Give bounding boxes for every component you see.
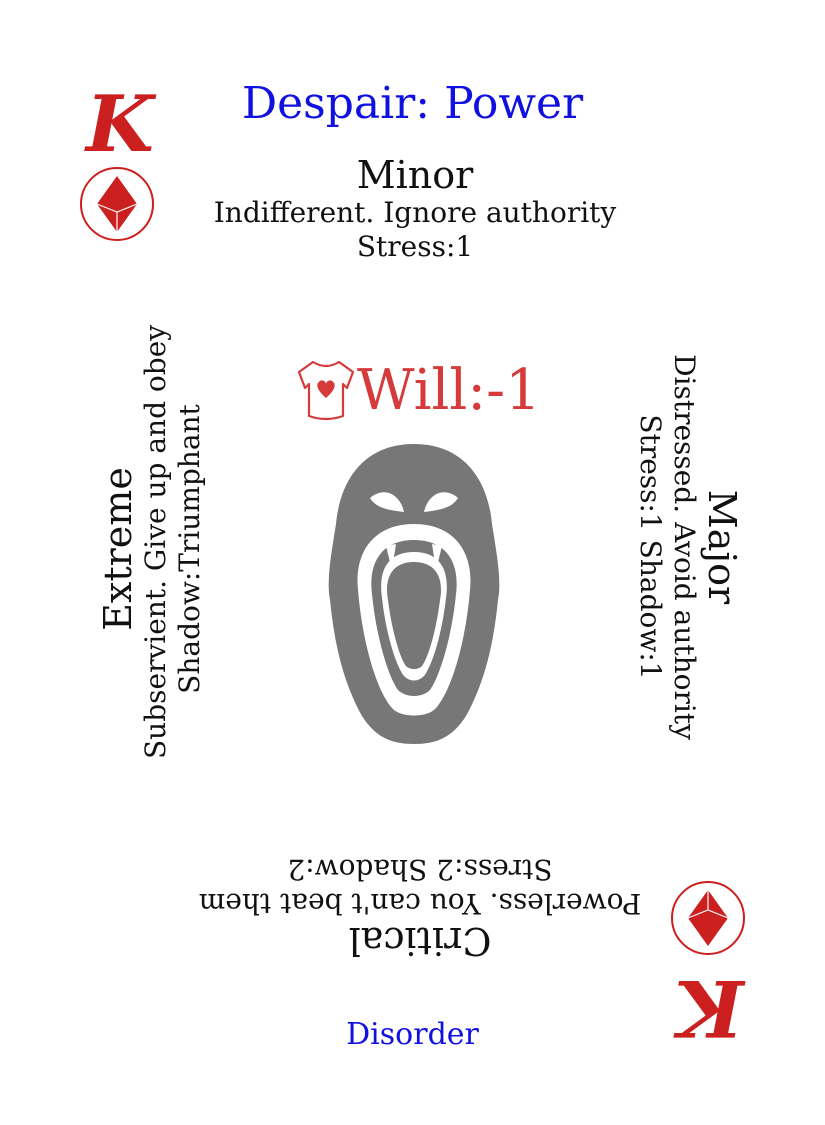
severity-critical-effect: Powerless. You can't beat them xyxy=(198,887,642,920)
diamond-suit-icon xyxy=(670,880,746,956)
severity-minor: Minor Indifferent. Ignore authority Stre… xyxy=(0,154,825,264)
diamond-suit-icon xyxy=(79,166,155,242)
heart-torso-icon xyxy=(295,358,357,424)
severity-major-effect: Distressed. Avoid authority xyxy=(668,354,701,740)
severity-major-cost: Stress:1 Shadow:1 xyxy=(634,414,667,680)
severity-critical: Critical Powerless. You can't beat them … xyxy=(130,852,710,963)
rank-top-left: K xyxy=(86,79,154,170)
severity-critical-name: Critical xyxy=(348,919,492,963)
severity-minor-name: Minor xyxy=(356,153,474,197)
screaming-face-icon xyxy=(326,440,502,746)
severity-extreme-name: Extreme xyxy=(96,467,140,631)
card-footer: Disorder xyxy=(346,1017,479,1052)
will-attribute: Will:-1 xyxy=(295,356,541,426)
severity-major: Major Distressed. Avoid authority Stress… xyxy=(633,337,744,757)
severity-extreme-cost: Shadow:Triumphant xyxy=(173,404,206,694)
will-label: Will:-1 xyxy=(357,358,541,423)
severity-minor-effect: Indifferent. Ignore authority xyxy=(213,196,617,229)
severity-minor-cost: Stress:1 xyxy=(356,230,474,263)
severity-extreme-effect: Subservient. Give up and obey xyxy=(139,324,172,759)
card-title: Despair: Power xyxy=(241,78,584,129)
severity-critical-cost: Stress:2 Shadow:2 xyxy=(287,853,553,886)
severity-extreme: Extreme Subservient. Give up and obey Sh… xyxy=(96,324,207,759)
severity-major-name: Major xyxy=(700,489,744,605)
